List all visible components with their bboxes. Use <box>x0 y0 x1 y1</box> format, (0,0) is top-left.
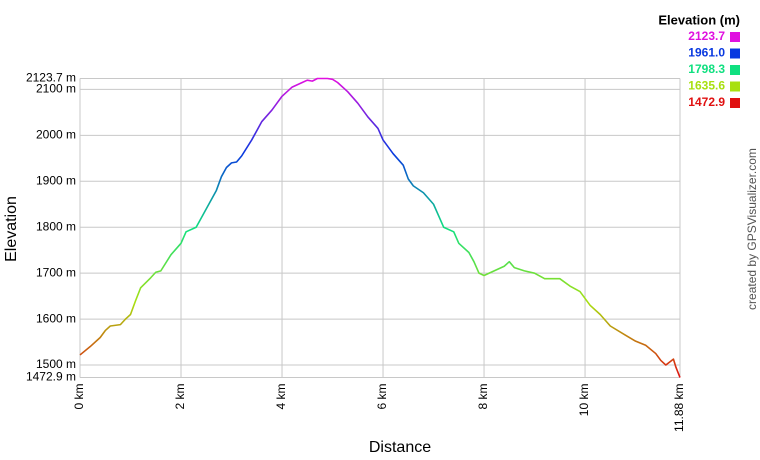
x-tick-label: 2 km <box>173 384 187 410</box>
y-tick-label: 1472.9 m <box>26 370 76 384</box>
legend-swatch <box>730 48 740 59</box>
credit: created by GPSVisualizer.com <box>745 148 759 310</box>
x-tick-label: 4 km <box>274 384 288 410</box>
y-tick-label: 1500 m <box>36 357 76 371</box>
x-tick-label: 8 km <box>476 384 490 410</box>
legend-value: 2123.7 <box>688 29 725 43</box>
y-tick-label: 1600 m <box>36 311 76 325</box>
legend-swatch <box>730 32 740 42</box>
legend-value: 1472.9 <box>688 95 725 109</box>
legend-value: 1635.6 <box>688 79 725 93</box>
legend-title: Elevation (m) <box>658 12 740 27</box>
x-tick-label: 6 km <box>375 384 389 410</box>
y-tick-label: 1900 m <box>36 173 76 187</box>
elevation-line <box>79 77 681 378</box>
y-axis-label: Elevation <box>3 196 20 262</box>
x-tick-label: 0 km <box>72 384 86 410</box>
legend-value: 1798.3 <box>688 62 725 76</box>
y-tick-label: 1800 m <box>36 219 76 233</box>
legend-swatch <box>730 65 740 75</box>
x-axis-label: Distance <box>369 439 431 456</box>
y-tick-label: 1700 m <box>36 265 76 279</box>
x-tick-label: 11.88 km <box>672 383 686 431</box>
legend-value: 1961.0 <box>688 46 725 60</box>
y-tick-label: 2000 m <box>36 128 76 142</box>
legend-swatch <box>730 81 740 92</box>
legend-swatch <box>730 98 740 108</box>
x-tick-label: 10 km <box>577 384 591 417</box>
y-tick-label: 2123.7 m <box>26 71 76 85</box>
y-tick-label: 2100 m <box>36 82 76 96</box>
